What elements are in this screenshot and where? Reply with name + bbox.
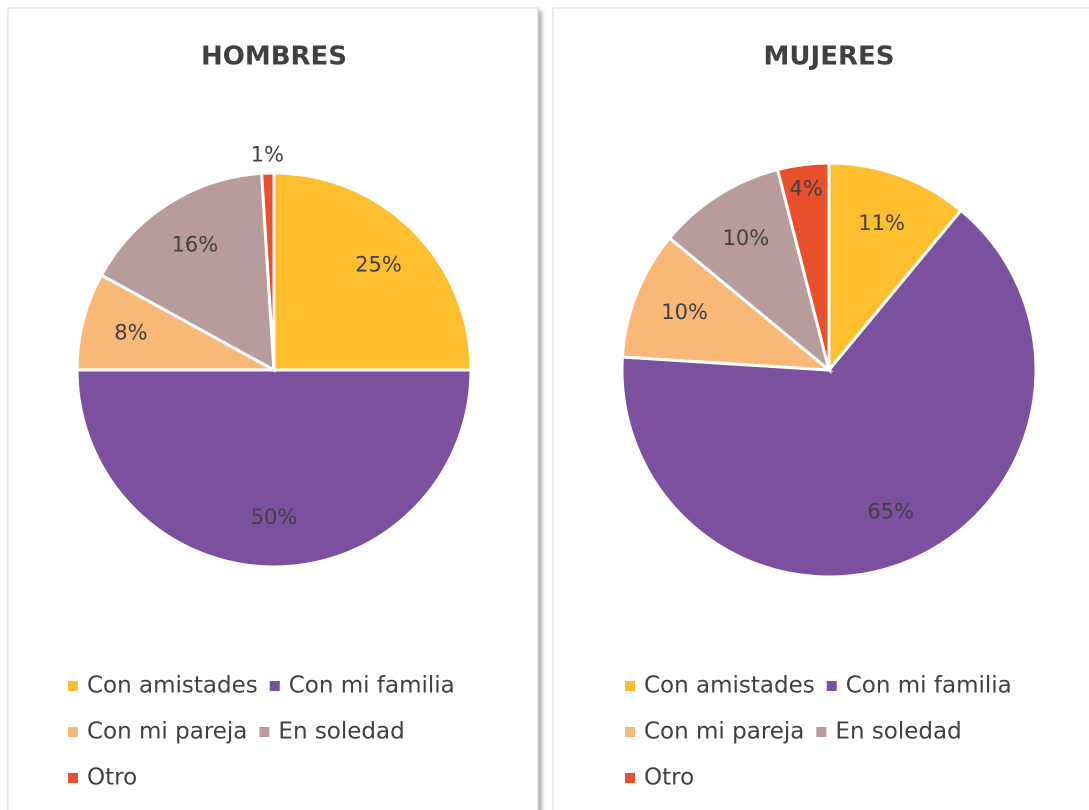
legend-swatch — [816, 727, 827, 737]
legend-label: Con amistades — [644, 673, 815, 699]
legend-label: En soledad — [835, 719, 961, 745]
legend-label: Con mi familia — [846, 673, 1012, 699]
pie-slice — [620, 235, 834, 372]
pie-slice — [827, 161, 964, 375]
data-label: 10% — [661, 300, 708, 324]
legend-label: En soledad — [278, 719, 404, 745]
data-label: 1% — [251, 142, 284, 166]
legend-swatch — [625, 681, 635, 691]
pie-slice — [620, 208, 1038, 579]
legend-label: Con mi pareja — [644, 719, 804, 745]
chart-title: HOMBRES — [201, 42, 347, 72]
legend-swatch — [68, 727, 78, 737]
data-label: 16% — [171, 232, 218, 256]
pie-slice — [775, 161, 831, 371]
data-label: 65% — [867, 499, 914, 523]
pie-slice — [272, 171, 473, 372]
pie-slice — [75, 368, 473, 569]
legend-swatch — [68, 773, 78, 783]
legend-swatch — [259, 727, 270, 737]
data-label: 50% — [251, 505, 298, 529]
legend-label: Con mi pareja — [87, 719, 247, 745]
pie-slice — [260, 171, 276, 371]
data-label: 11% — [858, 211, 905, 235]
data-label: 4% — [790, 176, 823, 200]
legend-label: Con amistades — [87, 673, 258, 699]
legend-swatch — [269, 681, 280, 691]
pie-slice — [75, 273, 275, 372]
legend-label: Con mi familia — [289, 673, 455, 699]
data-label: 25% — [355, 253, 402, 277]
data-label: 10% — [722, 226, 769, 250]
legend-label: Otro — [644, 765, 694, 791]
legend-swatch — [68, 681, 78, 691]
legend-swatch — [625, 727, 635, 737]
legend-swatch — [625, 773, 635, 783]
chart-title: MUJERES — [764, 42, 895, 72]
pie-slice — [99, 171, 276, 373]
data-label: 8% — [114, 320, 147, 344]
legend-label: Otro — [87, 765, 137, 791]
legend-swatch — [826, 681, 837, 691]
